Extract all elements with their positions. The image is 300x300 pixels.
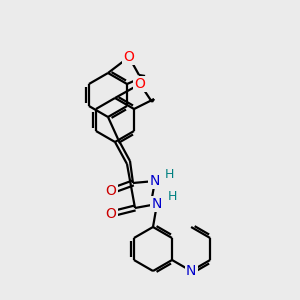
Text: O: O — [124, 50, 134, 64]
Text: N: N — [152, 197, 162, 211]
Text: N: N — [186, 264, 196, 278]
Text: O: O — [106, 207, 116, 221]
Text: N: N — [150, 174, 160, 188]
Text: O: O — [106, 184, 116, 198]
Text: H: H — [164, 169, 174, 182]
Text: O: O — [135, 77, 146, 91]
Text: H: H — [167, 190, 177, 203]
